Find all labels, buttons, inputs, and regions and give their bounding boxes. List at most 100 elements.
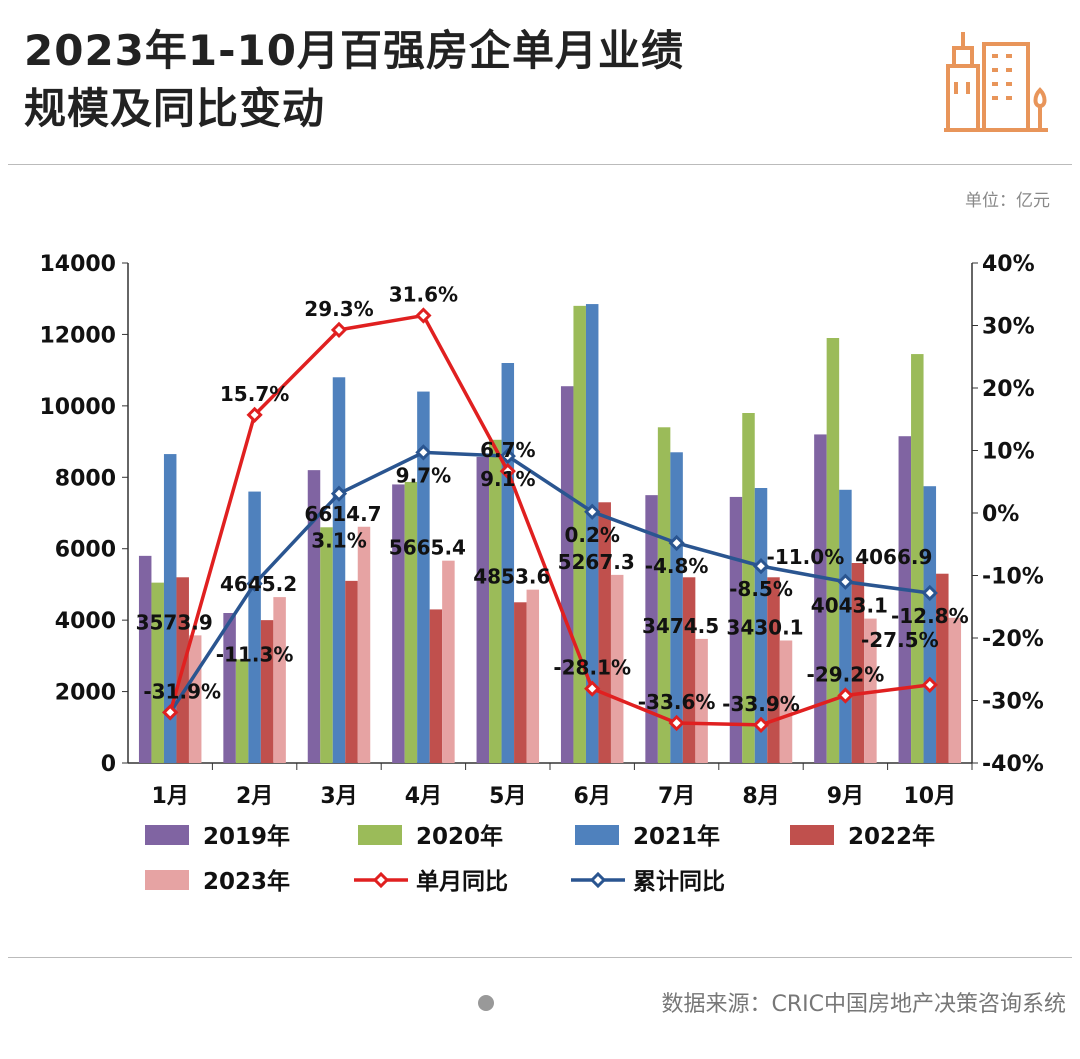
bar-2023年 xyxy=(779,640,793,763)
legend-label: 单月同比 xyxy=(416,869,508,895)
marker-累计同比 xyxy=(330,485,348,502)
bar-2019年 xyxy=(223,613,236,763)
bar-2019年 xyxy=(560,386,574,763)
line-data-label: 9.7% xyxy=(396,463,451,487)
bar-data-label: 4043.1 xyxy=(811,594,888,618)
marker-累计同比 xyxy=(499,448,516,465)
bar-data-label: 4853.6 xyxy=(473,565,550,589)
bar-2023年 xyxy=(948,617,962,763)
right-tick-label: 10% xyxy=(982,440,1035,465)
legend-marker xyxy=(372,871,390,889)
legend-swatch xyxy=(145,825,189,845)
bar-2019年 xyxy=(307,470,321,763)
x-tick-label: 1月 xyxy=(152,784,189,809)
line-累计同比 xyxy=(168,450,931,714)
bar-2022年 xyxy=(767,577,780,763)
divider-bottom xyxy=(8,957,1072,958)
line-data-label: -31.9% xyxy=(143,679,221,703)
legend-label: 2020年 xyxy=(416,823,503,850)
bar-data-label: 4645.2 xyxy=(220,572,297,596)
bar-data-label: 3573.9 xyxy=(136,610,213,634)
marker-单月同比 xyxy=(330,321,348,338)
x-tick-label: 6月 xyxy=(574,784,611,809)
bar-data-label: 5665.4 xyxy=(389,536,466,560)
bar-2021年 xyxy=(417,391,430,763)
line-单月同比 xyxy=(168,313,931,727)
right-tick-label: 40% xyxy=(982,252,1035,277)
left-tick-label: 0 xyxy=(101,752,116,777)
line-data-label: -4.8% xyxy=(645,554,709,578)
line-data-label: -8.5% xyxy=(729,577,793,601)
title-line-1: 2023年1-10月百强房企单月业绩 xyxy=(24,26,684,75)
right-tick-label: 20% xyxy=(982,377,1035,402)
legend-label: 2022年 xyxy=(848,823,935,850)
marker-单月同比 xyxy=(415,307,432,324)
legend-swatch xyxy=(358,825,402,845)
marker-单月同比 xyxy=(246,406,263,423)
line-data-label: -29.2% xyxy=(807,663,885,687)
bar-2021年 xyxy=(332,377,346,763)
bar-data-label: 5267.3 xyxy=(558,550,635,574)
bar-2021年 xyxy=(670,452,683,763)
line-data-label: 3.1% xyxy=(311,529,366,553)
bar-2021年 xyxy=(163,454,177,763)
x-tick-label: 2月 xyxy=(236,784,273,809)
bar-2019年 xyxy=(392,484,405,763)
right-tick-label: 30% xyxy=(982,315,1035,340)
marker-累计同比 xyxy=(921,584,938,602)
line-data-label: 0.2% xyxy=(564,523,619,547)
right-tick-label: -10% xyxy=(982,565,1044,590)
legend-marker xyxy=(589,871,607,889)
marker-累计同比 xyxy=(584,503,601,520)
marker-单月同比 xyxy=(584,680,601,697)
marker-单月同比 xyxy=(837,687,854,704)
bar-2023年 xyxy=(442,560,455,763)
line-data-label: -28.1% xyxy=(553,656,631,680)
left-tick-label: 2000 xyxy=(55,681,116,706)
bar-2023年 xyxy=(273,597,286,763)
x-tick-label: 9月 xyxy=(827,784,864,809)
chart: 0 2000 4000 6000 8000 10000 12000 14000 -40% -30%… xyxy=(39,252,1044,895)
bar-2022年 xyxy=(514,602,527,763)
line-data-label: -11.0% xyxy=(767,545,845,569)
x-tick-label: 10月 xyxy=(903,784,956,809)
line-data-label: 29.3% xyxy=(304,297,373,321)
right-tick-label: -30% xyxy=(982,690,1044,715)
left-tick-label: 6000 xyxy=(55,538,116,563)
marker-单月同比 xyxy=(668,714,685,732)
legend-label: 2021年 xyxy=(633,823,720,850)
bar-2020年 xyxy=(320,527,333,763)
bar-2020年 xyxy=(235,659,249,763)
bar-2019年 xyxy=(138,555,152,763)
left-tick-label: 4000 xyxy=(55,609,116,634)
left-tick-label: 14000 xyxy=(39,252,116,277)
bar-2019年 xyxy=(476,456,490,763)
x-tick-label: 4月 xyxy=(405,784,442,809)
legend-swatch xyxy=(145,870,189,890)
line-data-label: -33.9% xyxy=(722,692,800,716)
bar-2023年 xyxy=(357,526,371,763)
page-title: 2023年1-10月百强房企单月业绩 规模及同比变动 xyxy=(24,22,684,138)
bar-2019年 xyxy=(729,496,743,763)
legend-label: 2023年 xyxy=(203,868,290,895)
bar-2022年 xyxy=(429,609,443,763)
x-tick-label: 5月 xyxy=(489,784,526,809)
line-data-label: 15.7% xyxy=(220,382,289,406)
bar-2020年 xyxy=(151,582,164,763)
bar-2020年 xyxy=(911,354,924,763)
left-tick-label: 8000 xyxy=(55,466,116,491)
line-data-label: 31.6% xyxy=(389,283,458,307)
bar-2022年 xyxy=(345,580,358,763)
bar-2020年 xyxy=(489,439,502,763)
legend-label: 2019年 xyxy=(203,823,290,850)
line-data-label: -27.5% xyxy=(861,628,939,652)
line-data-label: -33.6% xyxy=(638,690,716,714)
marker-单月同比 xyxy=(752,716,770,733)
bar-2023年 xyxy=(695,638,708,763)
line-data-label: -12.8% xyxy=(891,604,969,628)
line-data-label: 6.7% xyxy=(480,438,535,462)
left-tick-label: 12000 xyxy=(39,323,116,348)
bar-2020年 xyxy=(404,481,418,763)
unit-label: 单位：亿元 xyxy=(965,191,1050,211)
right-tick-label: -20% xyxy=(982,627,1044,652)
